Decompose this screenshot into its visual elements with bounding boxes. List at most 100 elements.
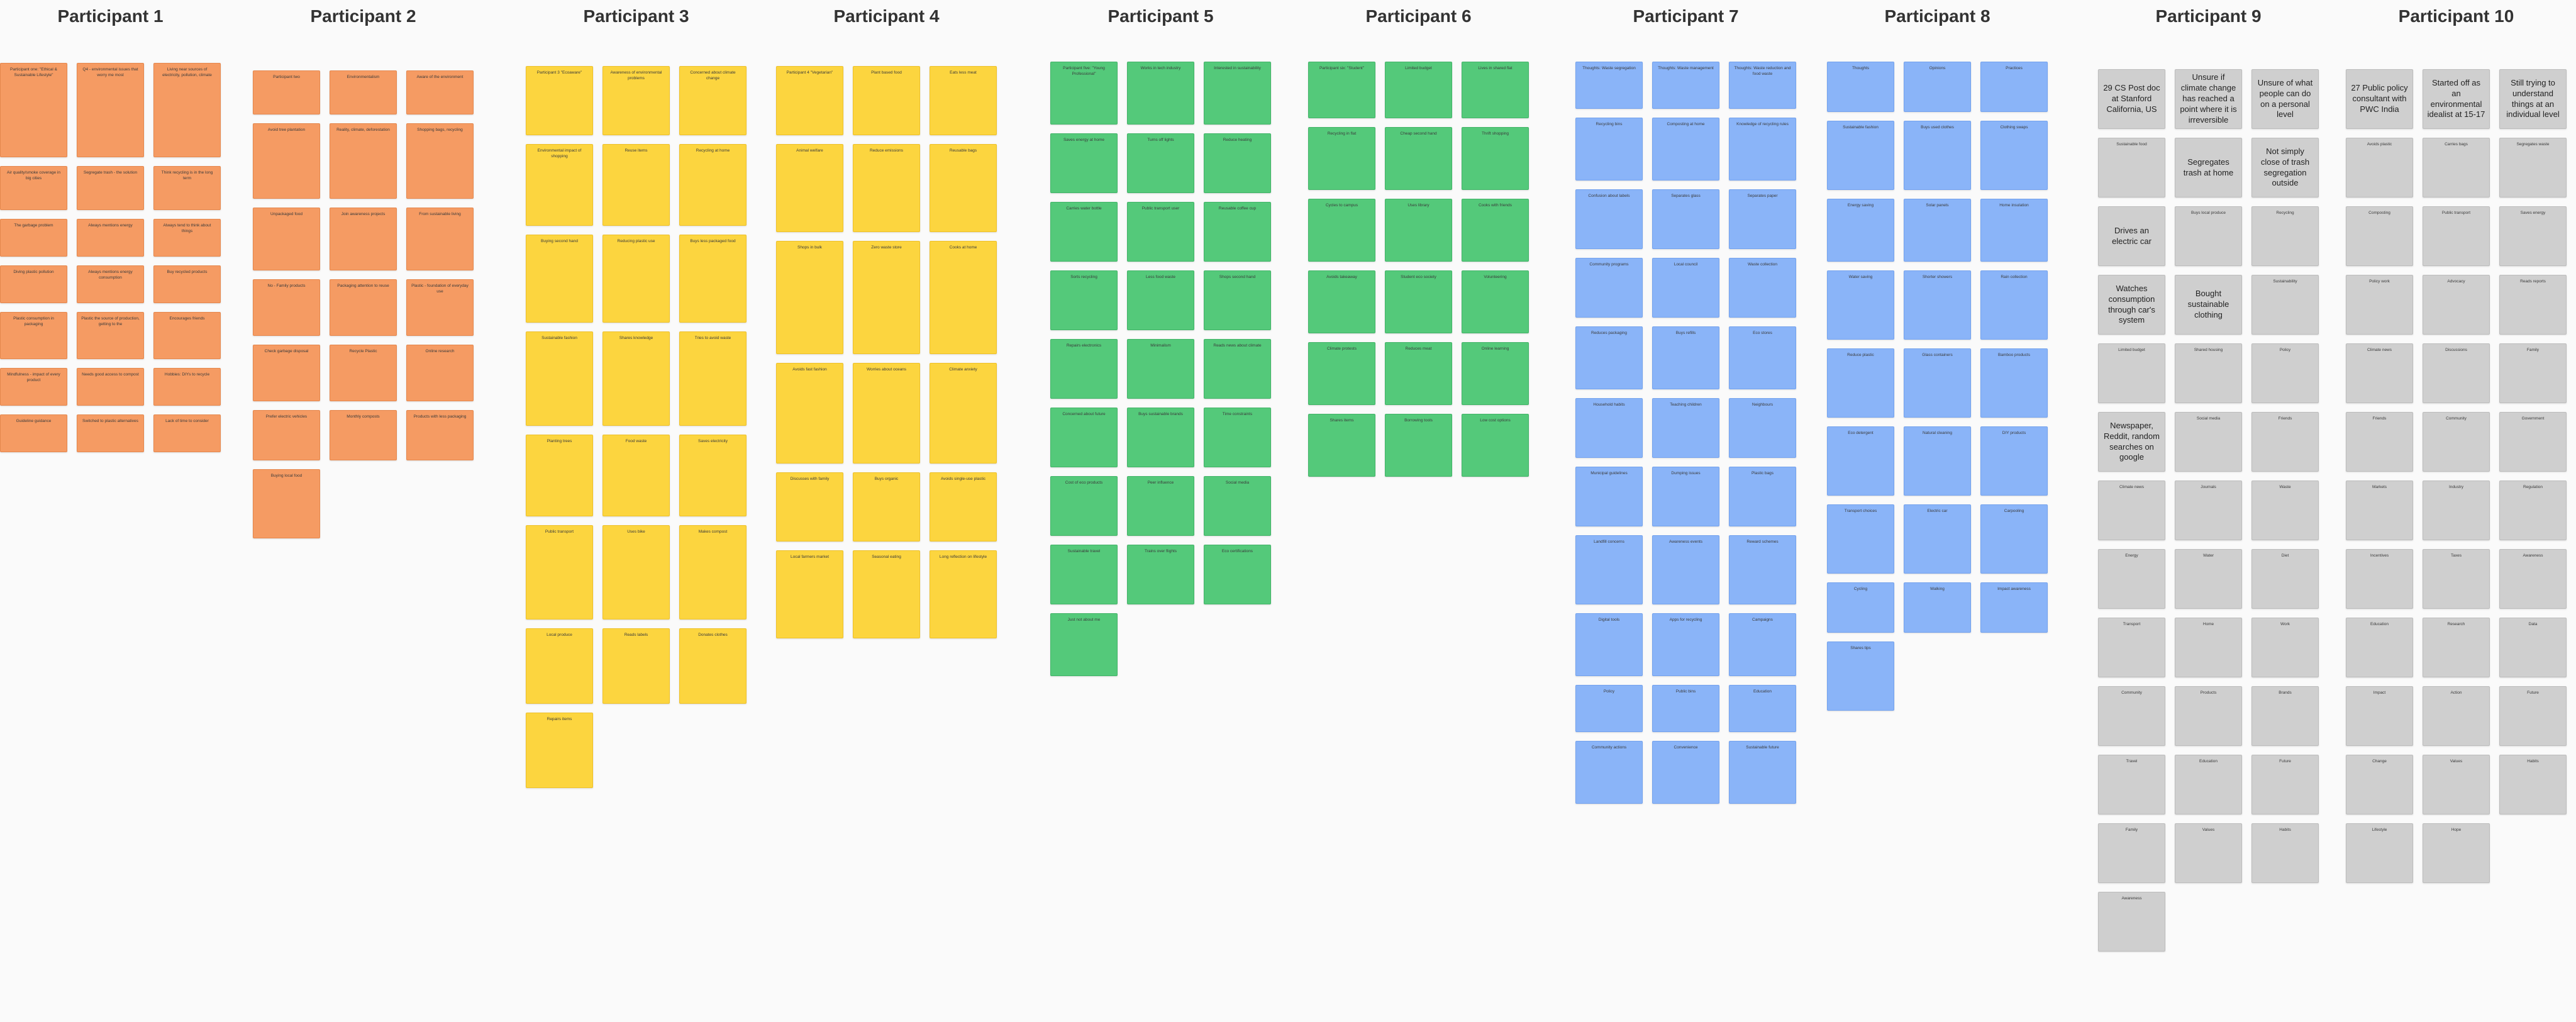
sticky-note[interactable]: Participant 3 "Ecoaware" — [526, 66, 593, 135]
sticky-note[interactable]: Composting — [2346, 206, 2413, 266]
sticky-note[interactable]: Reality, climate, deforestation — [330, 123, 397, 199]
sticky-note[interactable]: Transport — [2098, 618, 2165, 677]
sticky-note[interactable]: Volunteering — [1462, 270, 1529, 333]
sticky-note[interactable]: Participant five: "Young Professional" — [1050, 62, 1118, 125]
sticky-note[interactable]: Discusses with family — [776, 472, 843, 542]
sticky-note[interactable]: Values — [2175, 823, 2242, 883]
sticky-note[interactable]: Always mentions energy — [77, 219, 144, 257]
sticky-note[interactable]: Always mentions energy consumption — [77, 265, 144, 303]
sticky-note[interactable]: Shares items — [1308, 414, 1375, 477]
sticky-note[interactable]: Eco detergent — [1827, 426, 1894, 496]
sticky-note[interactable]: Buying local food — [253, 469, 320, 538]
sticky-note[interactable]: Unsure if climate change has reached a p… — [2175, 69, 2242, 129]
sticky-note[interactable]: Eats less meat — [930, 66, 997, 135]
sticky-note[interactable]: Not simply close of trash segregation ou… — [2251, 138, 2319, 197]
sticky-note[interactable]: Join awareness projects — [330, 208, 397, 270]
sticky-note[interactable]: Knowledge of recycling rules — [1729, 118, 1796, 181]
sticky-note[interactable]: Reducing plastic use — [602, 235, 670, 323]
sticky-note[interactable]: Journals — [2175, 480, 2242, 540]
sticky-note[interactable]: Incentives — [2346, 549, 2413, 609]
sticky-note[interactable]: Discussions — [2423, 343, 2490, 403]
sticky-note[interactable]: Avoids single-use plastic — [930, 472, 997, 542]
sticky-note[interactable]: Public transport — [526, 525, 593, 619]
sticky-note[interactable]: Advocacy — [2423, 275, 2490, 335]
sticky-note[interactable]: Education — [1729, 685, 1796, 732]
sticky-note[interactable]: Habits — [2499, 755, 2567, 814]
sticky-note[interactable]: Social media — [1204, 476, 1271, 536]
sticky-note[interactable]: Industry — [2423, 480, 2490, 540]
sticky-note[interactable]: Recycle Plastic — [330, 345, 397, 401]
sticky-note[interactable]: Clothing swaps — [1980, 121, 2048, 190]
sticky-note[interactable]: Future — [2251, 755, 2319, 814]
sticky-note[interactable]: Energy saving — [1827, 199, 1894, 262]
sticky-note[interactable]: Cost of eco products — [1050, 476, 1118, 536]
sticky-note[interactable]: Brands — [2251, 686, 2319, 746]
sticky-note[interactable]: Reads news about climate — [1204, 339, 1271, 399]
sticky-note[interactable]: Online research — [406, 345, 474, 401]
sticky-note[interactable]: Bamboo products — [1980, 348, 2048, 418]
sticky-note[interactable]: Prefer electric vehicles — [253, 410, 320, 460]
sticky-note[interactable]: Reads reports — [2499, 275, 2567, 335]
sticky-note[interactable]: Reward schemes — [1729, 535, 1796, 604]
sticky-note[interactable]: Bought sustainable clothing — [2175, 275, 2242, 335]
sticky-note[interactable]: Newspaper, Reddit, random searches on go… — [2098, 412, 2165, 472]
sticky-note[interactable]: Glass containers — [1904, 348, 1971, 418]
sticky-note[interactable]: Waste collection — [1729, 258, 1796, 318]
sticky-note[interactable]: Lack of time to consider — [153, 414, 221, 452]
sticky-note[interactable]: Local farmers market — [776, 550, 843, 638]
sticky-note[interactable]: Air quality/smoke coverage in big cities — [0, 166, 67, 210]
sticky-note[interactable]: Saves electricity — [679, 435, 747, 516]
sticky-note[interactable]: Thoughts: Waste reduction and food waste — [1729, 62, 1796, 109]
sticky-note[interactable]: Shops in bulk — [776, 241, 843, 354]
sticky-note[interactable]: Waste — [2251, 480, 2319, 540]
sticky-note[interactable]: Uses library — [1385, 199, 1452, 262]
sticky-note[interactable]: Transport choices — [1827, 504, 1894, 574]
sticky-note[interactable]: Recycling — [2251, 206, 2319, 266]
sticky-note[interactable]: Plant based food — [853, 66, 920, 135]
sticky-note[interactable]: Always tend to think about things — [153, 219, 221, 257]
sticky-note[interactable]: Diet — [2251, 549, 2319, 609]
sticky-note[interactable]: Turns off lights — [1127, 133, 1194, 193]
sticky-note[interactable]: Family — [2499, 343, 2567, 403]
sticky-note[interactable]: Education — [2346, 618, 2413, 677]
sticky-note[interactable]: Markets — [2346, 480, 2413, 540]
sticky-note[interactable]: Climate news — [2098, 480, 2165, 540]
sticky-note[interactable]: Just not about me — [1050, 613, 1118, 676]
sticky-note[interactable]: Regulation — [2499, 480, 2567, 540]
sticky-note[interactable]: Plastic bags — [1729, 467, 1796, 526]
sticky-note[interactable]: Hobbies: DIYs to recycle — [153, 368, 221, 406]
sticky-note[interactable]: Values — [2423, 755, 2490, 814]
sticky-note[interactable]: Thoughts: Waste segregation — [1575, 62, 1643, 109]
sticky-note[interactable]: Q4 - environmental issues that worry me … — [77, 63, 144, 157]
sticky-note[interactable]: Makes compost — [679, 525, 747, 619]
sticky-note[interactable]: Convenience — [1652, 741, 1719, 804]
sticky-note[interactable]: Government — [2499, 412, 2567, 472]
sticky-note[interactable]: Minimalism — [1127, 339, 1194, 399]
sticky-note[interactable]: From sustainable living — [406, 208, 474, 270]
sticky-note[interactable]: Separates paper — [1729, 189, 1796, 249]
sticky-note[interactable]: Shorter showers — [1904, 270, 1971, 340]
sticky-note[interactable]: Energy — [2098, 549, 2165, 609]
sticky-note[interactable]: Climate news — [2346, 343, 2413, 403]
sticky-note[interactable]: Trains over flights — [1127, 545, 1194, 604]
sticky-note[interactable]: Climate protests — [1308, 342, 1375, 405]
sticky-note[interactable]: Reuse items — [602, 144, 670, 226]
sticky-note[interactable]: Plastic - foundation of everyday use — [406, 279, 474, 336]
sticky-note[interactable]: No - Family products — [253, 279, 320, 336]
sticky-note[interactable]: Saves energy — [2499, 206, 2567, 266]
sticky-note[interactable]: Shopping bags, recycling — [406, 123, 474, 199]
sticky-note[interactable]: Recycling at home — [679, 144, 747, 226]
sticky-note[interactable]: Avoid tree plantation — [253, 123, 320, 199]
sticky-note[interactable]: Reduce heating — [1204, 133, 1271, 193]
sticky-note[interactable]: Apps for recycling — [1652, 613, 1719, 676]
sticky-note[interactable]: 27 Public policy consultant with PWC Ind… — [2346, 69, 2413, 129]
sticky-note[interactable]: Digital tools — [1575, 613, 1643, 676]
sticky-note[interactable]: Reduces packaging — [1575, 326, 1643, 389]
sticky-note[interactable]: Awareness of environmental problems — [602, 66, 670, 135]
sticky-note[interactable]: Food waste — [602, 435, 670, 516]
sticky-note[interactable]: Sustainability — [2251, 275, 2319, 335]
sticky-note[interactable]: Research — [2423, 618, 2490, 677]
sticky-note[interactable]: Diving plastic pollution — [0, 265, 67, 303]
sticky-note[interactable]: Walking — [1904, 582, 1971, 633]
sticky-note[interactable]: Teaching children — [1652, 398, 1719, 458]
